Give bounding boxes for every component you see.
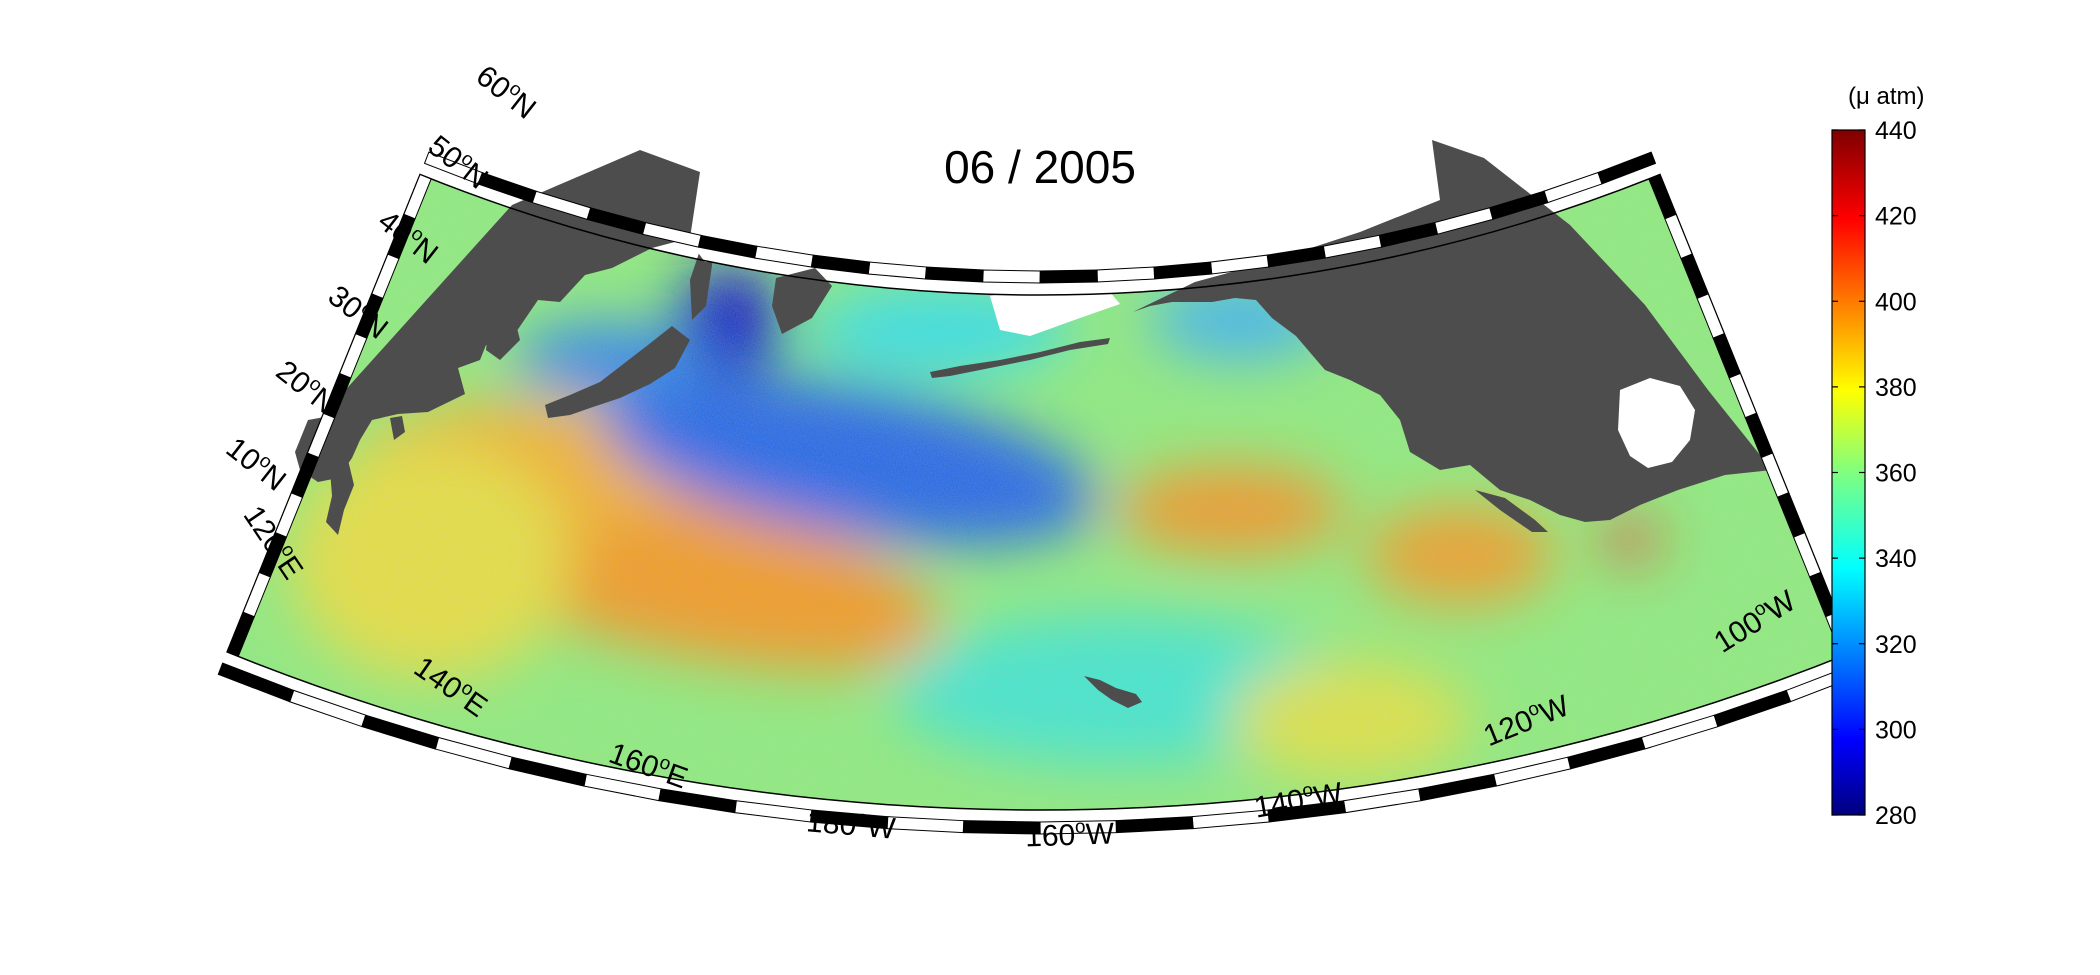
land-taiwan xyxy=(390,416,405,440)
frame-segment xyxy=(734,800,813,823)
frame-segment xyxy=(1418,773,1497,802)
frame-segment xyxy=(1543,171,1603,204)
frame-segment xyxy=(658,788,737,814)
frame-segment xyxy=(1096,266,1156,283)
land-kamchatka xyxy=(772,268,832,334)
frame-segment xyxy=(403,173,432,220)
colorbar-tick-label: 280 xyxy=(1875,802,1917,830)
land-north-america xyxy=(1133,140,1772,522)
land-aleutians xyxy=(930,338,1110,378)
frame-segment xyxy=(867,261,927,280)
land-korea xyxy=(486,300,520,360)
frame-segment xyxy=(886,816,965,834)
frame-segment xyxy=(1343,788,1422,814)
colorbar-tick-label: 380 xyxy=(1875,374,1917,402)
frame-segment xyxy=(810,254,871,275)
colorbar-tick-label: 400 xyxy=(1875,288,1917,316)
land-philippines xyxy=(326,460,354,535)
frame-segment xyxy=(1153,261,1213,280)
frame-segment xyxy=(1115,816,1194,834)
frame-segment xyxy=(982,269,1041,284)
frame-segment xyxy=(423,151,484,185)
colorbar-unit: (μ atm) xyxy=(1848,83,1925,110)
lon-label: 180oW xyxy=(805,803,897,846)
colorbar-tick-label: 300 xyxy=(1875,716,1917,744)
ice-hudson xyxy=(1618,378,1695,468)
colorbar-tick-label: 420 xyxy=(1875,203,1917,231)
colorbar-tick-label: 340 xyxy=(1875,545,1917,573)
frame-segment xyxy=(1039,269,1098,284)
colorbar-ticks: 280 300 320 340 360 380 400 420 440 xyxy=(1832,117,1917,830)
map-outline xyxy=(226,173,1854,811)
map-title: 06 / 2005 xyxy=(944,141,1136,193)
frame-segment xyxy=(1493,756,1572,787)
frame-segment xyxy=(924,266,984,283)
land-japan xyxy=(545,326,690,418)
frame-segment xyxy=(508,756,587,787)
lat-label: 60oN xyxy=(470,58,543,126)
colorbar-tick-label: 360 xyxy=(1875,460,1917,488)
land-sakhalin xyxy=(690,250,714,320)
lon-label: 160oW xyxy=(1025,815,1116,853)
map-frame xyxy=(217,151,1863,835)
colorbar-tick-label: 320 xyxy=(1875,631,1917,659)
colorbar: (μ atm) 280 300 320 340 360 380 400 420 440 xyxy=(1831,83,1925,830)
lat-label: 10oN xyxy=(220,430,293,498)
land-masses xyxy=(295,140,1772,708)
colorbar-tick-label: 440 xyxy=(1875,117,1917,145)
land-hawaii xyxy=(1084,676,1142,708)
map-domain xyxy=(217,140,1863,835)
land-baja xyxy=(1475,490,1548,532)
